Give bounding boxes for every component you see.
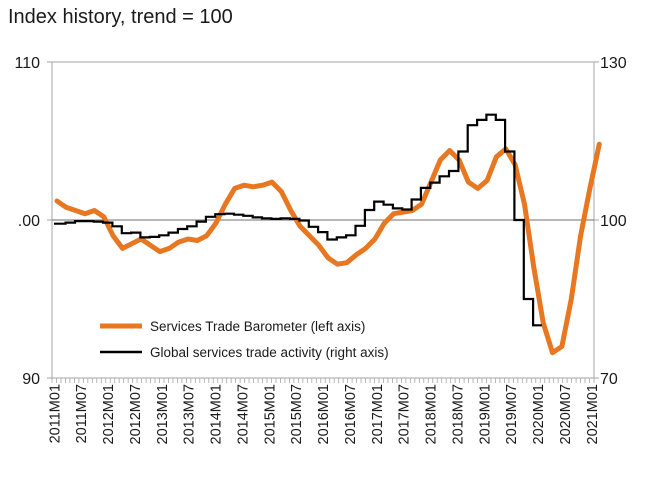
x-tick-label: 2017M01 [370, 384, 386, 444]
chart-title: Index history, trend = 100 [8, 6, 233, 28]
x-tick-label: 2020M01 [531, 384, 547, 444]
x-tick-label: 2014M01 [209, 384, 225, 444]
x-tick-label: 2020M07 [558, 384, 574, 444]
x-tick-label: 2012M01 [101, 384, 117, 444]
x-tick-label: 2017M07 [397, 384, 413, 444]
series-line-services-activity [54, 113, 542, 327]
x-tick-label: 2018M01 [424, 384, 440, 444]
left-tick-label: .00 [18, 213, 40, 230]
x-tick-label: 2015M01 [262, 384, 278, 444]
right-tick-label: 100 [600, 213, 627, 230]
x-tick-label: 2013M07 [182, 384, 198, 444]
x-tick-label: 2012M07 [128, 384, 144, 444]
x-tick-label: 2016M01 [316, 384, 332, 444]
x-tick-label: 2021M01 [585, 384, 601, 444]
legend-label: Global services trade activity (right ax… [150, 345, 389, 360]
x-tick-label: 2013M01 [155, 384, 171, 444]
x-tick-label: 2011M07 [74, 384, 90, 443]
right-tick-label: 70 [600, 371, 618, 388]
x-tick-label: 2019M07 [504, 384, 520, 444]
series-line-trade-barometer [54, 141, 602, 356]
right-tick-label: 130 [600, 55, 627, 72]
left-tick-label: 110 [14, 55, 40, 72]
x-tick-label: 2019M01 [477, 384, 493, 444]
x-tick-label: 2011M01 [47, 384, 63, 443]
x-tick-label: 2016M07 [343, 384, 359, 444]
legend-label: Services Trade Barometer (left axis) [150, 319, 365, 334]
x-tick-label: 2018M07 [450, 384, 466, 444]
x-tick-label: 2015M07 [289, 384, 305, 444]
x-tick-label: 2014M07 [235, 384, 251, 444]
left-tick-label: 90 [22, 371, 40, 388]
